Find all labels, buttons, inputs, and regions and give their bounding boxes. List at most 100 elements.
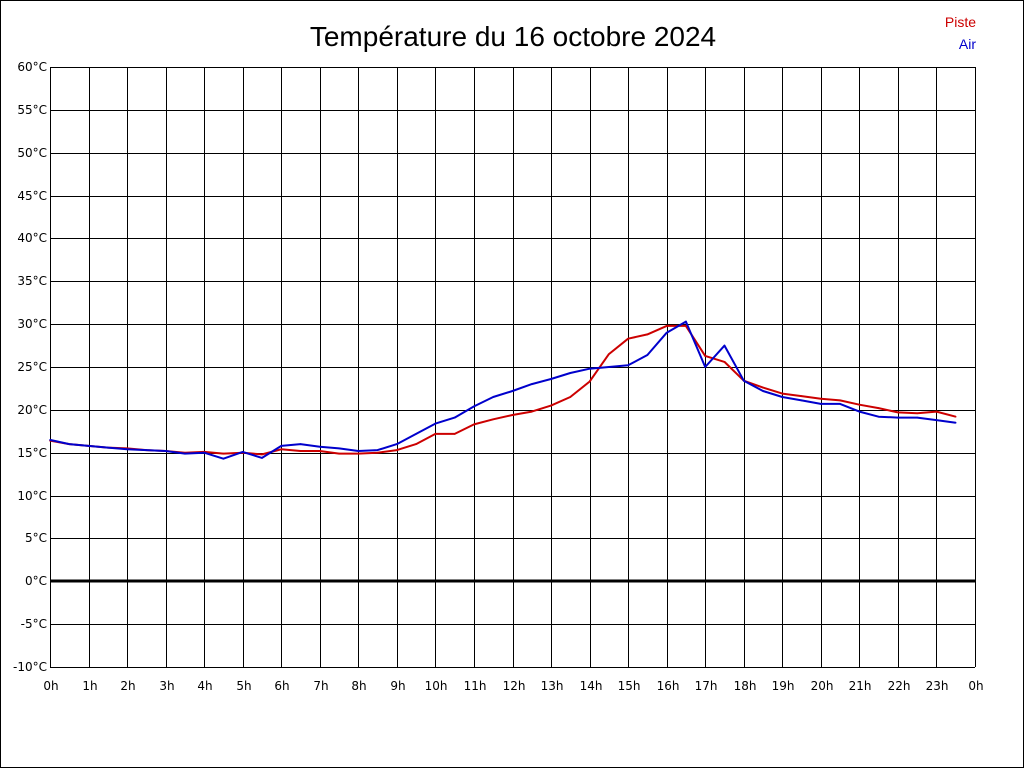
- y-tick-label: 60°C: [17, 60, 47, 74]
- data-point-piste: [781, 392, 784, 395]
- data-point-air: [608, 366, 610, 368]
- data-point-piste: [820, 397, 822, 400]
- data-point-piste: [357, 452, 360, 455]
- data-point-piste: [627, 337, 629, 340]
- y-tick-label: 55°C: [17, 103, 47, 117]
- data-point-piste: [685, 325, 687, 327]
- y-tick-label: 45°C: [17, 189, 47, 203]
- data-point-piste: [396, 449, 398, 451]
- data-point-air: [954, 421, 957, 424]
- series-line-piste: [49, 324, 956, 456]
- data-point-air: [473, 405, 475, 408]
- data-point-air: [685, 320, 687, 323]
- x-tick-label: 7h: [313, 679, 328, 693]
- x-tick-label: 13h: [541, 679, 564, 693]
- data-point-air: [453, 416, 456, 419]
- data-point-piste: [858, 403, 861, 406]
- data-point-air: [280, 445, 283, 447]
- data-point-piste: [723, 361, 726, 363]
- data-point-piste: [434, 433, 437, 435]
- x-tick-label: 2h: [120, 679, 135, 693]
- data-point-air: [646, 354, 649, 356]
- y-tick-label: 30°C: [17, 317, 47, 331]
- x-tick-label: 10h: [425, 679, 448, 693]
- data-point-air: [665, 331, 668, 334]
- data-point-piste: [261, 453, 263, 456]
- data-point-piste: [376, 451, 379, 454]
- data-point-air: [299, 443, 302, 445]
- data-point-piste: [800, 395, 803, 397]
- legend-label-piste: Piste: [945, 14, 976, 30]
- x-tick-label: 6h: [274, 679, 289, 693]
- data-point-air: [357, 450, 360, 452]
- data-point-air: [396, 443, 398, 445]
- data-point-air: [261, 457, 263, 459]
- data-point-piste: [935, 410, 938, 413]
- data-point-piste: [492, 418, 495, 421]
- data-point-air: [107, 446, 109, 449]
- x-tick-label: 20h: [811, 679, 834, 693]
- data-point-air: [588, 367, 591, 370]
- data-point-piste: [338, 452, 340, 455]
- chart-grid: [50, 67, 976, 668]
- y-tick-label: -10°C: [13, 660, 47, 674]
- x-tick-label: 11h: [464, 679, 487, 693]
- data-point-air: [126, 448, 128, 451]
- chart-title: Température du 16 octobre 2024: [310, 21, 716, 52]
- data-point-air: [839, 403, 841, 405]
- data-point-air: [897, 416, 899, 419]
- data-point-air: [877, 415, 880, 418]
- data-point-piste: [954, 415, 957, 418]
- data-point-air: [49, 439, 51, 441]
- data-point-air: [569, 372, 572, 374]
- y-tick-label: 50°C: [17, 146, 47, 160]
- x-tick-label: 9h: [390, 679, 405, 693]
- x-tick-label: 21h: [849, 679, 872, 693]
- data-point-air: [820, 403, 822, 405]
- data-point-air: [87, 445, 90, 447]
- data-point-air: [743, 379, 745, 382]
- data-point-piste: [877, 407, 880, 409]
- data-point-air: [800, 399, 803, 402]
- data-point-piste: [511, 414, 514, 416]
- data-point-air: [935, 419, 938, 421]
- data-point-piste: [415, 443, 417, 445]
- data-point-piste: [473, 423, 475, 426]
- data-point-piste: [453, 433, 456, 435]
- x-tick-label: 8h: [351, 679, 366, 693]
- data-point-air: [531, 383, 533, 385]
- x-axis-ticks: 0h 1h 2h 3h 4h 5h 6h 7h 8h 9h 10h 11h 12h 13h 14h 15h 16…: [43, 679, 983, 693]
- x-tick-label: 16h: [657, 679, 680, 693]
- data-point-piste: [222, 452, 225, 455]
- y-tick-label: 5°C: [25, 531, 47, 545]
- data-point-piste: [319, 450, 321, 452]
- x-tick-label: 4h: [197, 679, 212, 693]
- y-tick-label: 0°C: [25, 574, 47, 588]
- data-point-piste: [608, 353, 610, 355]
- data-point-piste: [897, 411, 899, 414]
- x-tick-label: 18h: [734, 679, 757, 693]
- y-tick-label: 15°C: [17, 446, 47, 460]
- legend-label-air: Air: [959, 36, 976, 52]
- data-point-air: [704, 366, 706, 368]
- data-point-air: [319, 445, 321, 448]
- y-tick-label: 40°C: [17, 231, 47, 245]
- data-point-air: [550, 378, 552, 380]
- data-point-piste: [646, 333, 649, 336]
- data-point-piste: [569, 396, 572, 398]
- data-point-air: [222, 457, 225, 460]
- x-tick-label: 12h: [503, 679, 526, 693]
- data-point-piste: [704, 355, 706, 357]
- x-tick-label: 19h: [772, 679, 795, 693]
- data-point-piste: [299, 450, 302, 452]
- data-point-piste: [531, 410, 533, 413]
- data-point-air: [184, 452, 186, 455]
- data-point-air: [858, 410, 861, 413]
- series-line-air: [49, 320, 956, 460]
- data-point-air: [145, 449, 148, 451]
- x-tick-label: 0h: [968, 679, 983, 693]
- data-point-air: [338, 447, 340, 450]
- data-point-air: [68, 443, 71, 445]
- x-tick-label: 17h: [695, 679, 718, 693]
